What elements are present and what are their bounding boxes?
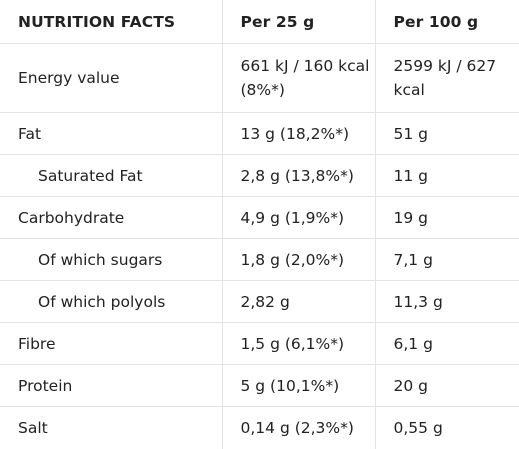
value-per-100g: 7,1 g [374, 238, 519, 281]
value-per-100g: 51 g [374, 112, 519, 155]
value-per-25g: 0,14 g (2,3%*) [221, 406, 376, 449]
value-per-100g: 0,55 g [374, 406, 519, 449]
table-header: NUTRITION FACTS Per 25 g Per 100 g [0, 0, 519, 44]
row-label: Energy value [0, 43, 223, 113]
table-row-energy: Energy value 661 kJ / 160 kcal (8%*) 259… [0, 43, 519, 113]
row-label: Saturated Fat [0, 154, 223, 197]
value-per-25g: 661 kJ / 160 kcal (8%*) [221, 43, 376, 113]
header-row: NUTRITION FACTS Per 25 g Per 100 g [0, 0, 519, 44]
row-label: Of which polyols [0, 280, 223, 323]
header-per-25g: Per 25 g [221, 0, 376, 44]
row-label: Salt [0, 406, 223, 449]
value-per-100g: 19 g [374, 196, 519, 239]
row-label: Protein [0, 364, 223, 407]
row-label: Fat [0, 112, 223, 155]
header-per-100g: Per 100 g [374, 0, 519, 44]
table-row-fat: Fat 13 g (18,2%*) 51 g [0, 112, 519, 155]
value-per-25g: 4,9 g (1,9%*) [221, 196, 376, 239]
table-row-saturated-fat: Saturated Fat 2,8 g (13,8%*) 11 g [0, 154, 519, 197]
value-per-25g: 2,8 g (13,8%*) [221, 154, 376, 197]
row-label: Of which sugars [0, 238, 223, 281]
table-row-salt: Salt 0,14 g (2,3%*) 0,55 g [0, 406, 519, 449]
table-row-carbohydrate: Carbohydrate 4,9 g (1,9%*) 19 g [0, 196, 519, 239]
row-label: Carbohydrate [0, 196, 223, 239]
table-row-fibre: Fibre 1,5 g (6,1%*) 6,1 g [0, 322, 519, 365]
table-row-polyols: Of which polyols 2,82 g 11,3 g [0, 280, 519, 323]
table-row-protein: Protein 5 g (10,1%*) 20 g [0, 364, 519, 407]
value-per-25g: 1,8 g (2,0%*) [221, 238, 376, 281]
value-per-100g: 11 g [374, 154, 519, 197]
table-row-sugars: Of which sugars 1,8 g (2,0%*) 7,1 g [0, 238, 519, 281]
table-body: Energy value 661 kJ / 160 kcal (8%*) 259… [0, 43, 519, 449]
value-per-100g: 2599 kJ / 627 kcal [374, 43, 519, 113]
value-per-25g: 2,82 g [221, 280, 376, 323]
value-per-100g: 6,1 g [374, 322, 519, 365]
value-per-100g: 20 g [374, 364, 519, 407]
header-nutrition-facts: NUTRITION FACTS [0, 0, 223, 44]
row-label: Fibre [0, 322, 223, 365]
value-per-25g: 13 g (18,2%*) [221, 112, 376, 155]
value-per-25g: 5 g (10,1%*) [221, 364, 376, 407]
value-per-100g: 11,3 g [374, 280, 519, 323]
value-per-25g: 1,5 g (6,1%*) [221, 322, 376, 365]
